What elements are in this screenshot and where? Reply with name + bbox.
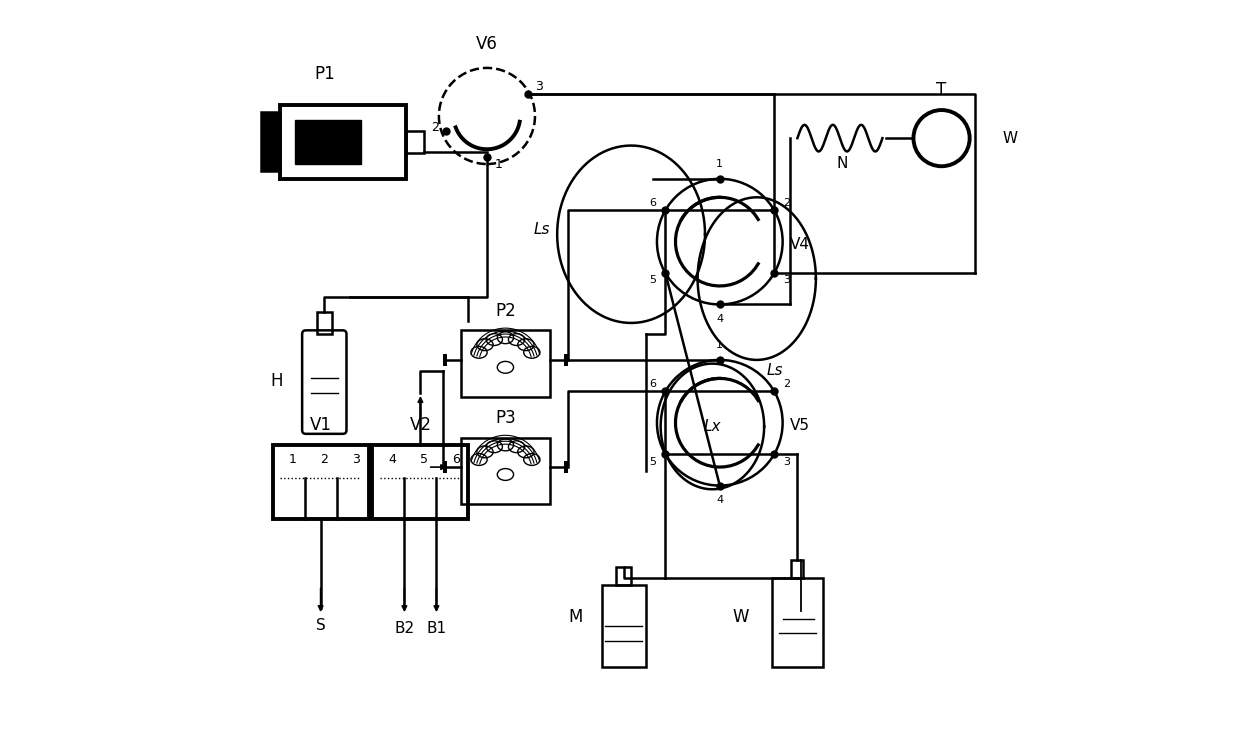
Text: 5: 5 xyxy=(649,456,656,467)
Bar xyxy=(601,585,646,667)
Text: 3: 3 xyxy=(784,275,791,286)
Bar xyxy=(262,112,280,171)
Text: M: M xyxy=(569,608,583,626)
Text: 3: 3 xyxy=(534,80,543,93)
Text: B1: B1 xyxy=(427,621,446,637)
Text: P2: P2 xyxy=(495,301,516,320)
Text: 2: 2 xyxy=(784,379,791,389)
Text: 6: 6 xyxy=(649,379,656,389)
Text: 6: 6 xyxy=(453,453,460,467)
Text: 5: 5 xyxy=(649,275,656,286)
Text: P1: P1 xyxy=(314,65,335,82)
Text: 1: 1 xyxy=(495,158,502,171)
Text: 1: 1 xyxy=(717,340,723,350)
Bar xyxy=(273,445,368,519)
Text: V6: V6 xyxy=(476,35,498,53)
Text: S: S xyxy=(316,618,325,633)
Text: V2: V2 xyxy=(409,416,432,434)
Text: 2: 2 xyxy=(784,198,791,208)
Bar xyxy=(564,354,568,366)
Text: 1: 1 xyxy=(717,159,723,169)
Text: P3: P3 xyxy=(495,409,516,427)
Bar xyxy=(564,462,568,473)
Bar xyxy=(372,445,469,519)
Bar xyxy=(295,119,361,164)
Text: B2: B2 xyxy=(394,621,414,637)
Text: Ls: Ls xyxy=(766,363,782,378)
Bar xyxy=(405,131,424,153)
Text: 4: 4 xyxy=(717,496,723,505)
Text: V1: V1 xyxy=(310,416,331,434)
Bar xyxy=(443,462,448,473)
Text: Ls: Ls xyxy=(533,223,549,237)
Text: W: W xyxy=(733,608,749,626)
Text: W: W xyxy=(1003,131,1018,145)
Text: 4: 4 xyxy=(717,315,723,324)
Text: T: T xyxy=(936,82,946,99)
Bar xyxy=(616,567,631,585)
Text: V4: V4 xyxy=(790,237,810,252)
Text: 5: 5 xyxy=(420,453,428,467)
Text: 3: 3 xyxy=(352,453,360,467)
Text: 2: 2 xyxy=(432,121,439,134)
Bar xyxy=(461,438,549,504)
Bar xyxy=(461,330,549,397)
Text: V5: V5 xyxy=(790,418,810,433)
Text: N: N xyxy=(836,156,847,171)
Text: 2: 2 xyxy=(321,453,329,467)
Bar xyxy=(443,354,448,366)
Text: 4: 4 xyxy=(388,453,397,467)
Bar xyxy=(317,312,332,334)
Bar xyxy=(771,578,823,667)
Text: 6: 6 xyxy=(649,198,656,208)
Text: H: H xyxy=(270,372,283,390)
Bar xyxy=(280,105,405,179)
Bar xyxy=(791,559,804,578)
Text: 3: 3 xyxy=(784,456,791,467)
Text: 1: 1 xyxy=(289,453,296,467)
Text: Lx: Lx xyxy=(703,419,722,434)
